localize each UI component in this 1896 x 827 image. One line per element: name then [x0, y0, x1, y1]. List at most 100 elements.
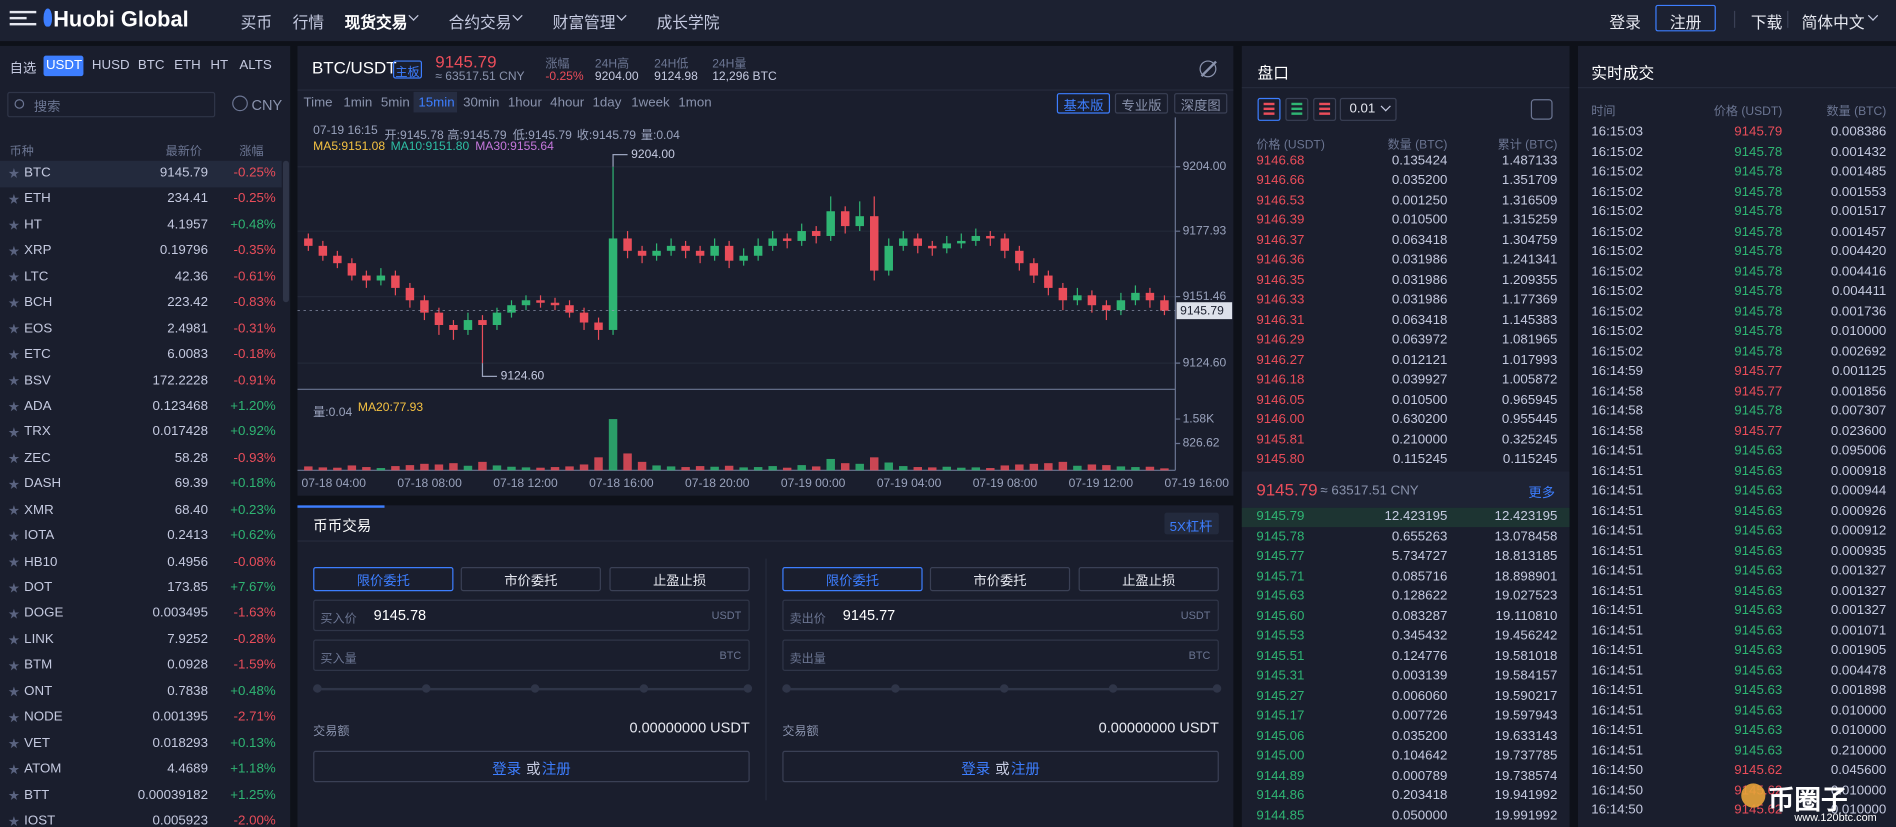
order-type-text[interactable]: 限价委托: [356, 574, 410, 589]
price-input[interactable]: [782, 599, 1219, 632]
book-price[interactable]: 9146.00: [1256, 412, 1305, 427]
interval-tab[interactable]: 1hour: [507, 95, 542, 111]
book-price[interactable]: 9145.71: [1256, 568, 1305, 584]
book-price[interactable]: 9146.33: [1256, 292, 1305, 308]
favorite-star[interactable]: [8, 479, 20, 489]
favorite-star[interactable]: [8, 297, 20, 308]
book-price[interactable]: 9144.89: [1256, 768, 1305, 784]
depth-mode-button[interactable]: [1257, 97, 1281, 121]
leverage-badge[interactable]: [1164, 512, 1219, 535]
coin-name[interactable]: BSV: [24, 372, 51, 388]
book-price[interactable]: 9145.31: [1256, 668, 1305, 684]
coin-name[interactable]: IOST: [24, 813, 56, 827]
market-tab[interactable]: ETH: [174, 58, 201, 73]
book-price[interactable]: 9146.36: [1256, 253, 1305, 268]
favorite-star[interactable]: [8, 816, 20, 826]
more-link[interactable]: 更多: [1528, 486, 1556, 501]
precision-select[interactable]: [1339, 97, 1397, 121]
favorite-star[interactable]: [8, 323, 20, 334]
favorite-star[interactable]: [8, 634, 20, 645]
coin-name[interactable]: BCH: [24, 295, 53, 310]
coin-name[interactable]: LTC: [24, 269, 49, 284]
coin-name[interactable]: DOGE: [24, 606, 64, 621]
coin-name[interactable]: ZEC: [24, 450, 51, 466]
market-tab[interactable]: BTC: [137, 58, 165, 73]
coin-name[interactable]: ATOM: [24, 761, 62, 777]
precision-value[interactable]: 0.01: [1349, 101, 1376, 117]
favorite-star[interactable]: [8, 219, 20, 230]
favorite-star[interactable]: [8, 582, 20, 593]
favorite-star[interactable]: [8, 530, 20, 541]
coin-name[interactable]: ETH: [24, 191, 51, 207]
favorite-star[interactable]: [8, 764, 20, 775]
book-price[interactable]: 9146.37: [1256, 233, 1305, 248]
order-type-text[interactable]: 限价委托: [825, 574, 880, 589]
order-type-text[interactable]: 市价委托: [973, 574, 1027, 589]
book-price[interactable]: 9145.63: [1256, 588, 1305, 604]
market-tab[interactable]: 自选: [9, 61, 37, 77]
favorite-star[interactable]: [8, 556, 20, 567]
coin-name[interactable]: BTC: [24, 165, 51, 181]
download-link[interactable]: 下载: [1750, 13, 1783, 32]
book-price[interactable]: 9145.27: [1256, 688, 1305, 704]
favorite-star[interactable]: [8, 168, 20, 178]
favorite-star[interactable]: [8, 738, 20, 749]
coin-name[interactable]: DOT: [24, 580, 53, 595]
book-price[interactable]: 9145.79: [1256, 508, 1305, 524]
book-price[interactable]: 9145.17: [1256, 708, 1305, 724]
coin-name[interactable]: NODE: [24, 709, 63, 725]
login-link[interactable]: 登录: [492, 760, 522, 778]
market-tab[interactable]: USDT: [45, 58, 83, 73]
book-price[interactable]: 9145.51: [1256, 648, 1305, 664]
interval-tab[interactable]: 5min: [380, 95, 410, 111]
language-select[interactable]: 简体中文: [1801, 13, 1865, 32]
nav-item[interactable]: 财富管理: [552, 13, 616, 32]
view-button[interactable]: [1056, 93, 1111, 114]
coin-name[interactable]: VET: [24, 735, 51, 751]
coin-name[interactable]: LINK: [24, 632, 54, 647]
book-price[interactable]: 9146.35: [1256, 273, 1305, 288]
order-type-tab[interactable]: [929, 567, 1071, 592]
login-link[interactable]: 登录: [961, 760, 991, 778]
interval-tab[interactable]: 15min: [418, 95, 455, 111]
coin-name[interactable]: HT: [24, 217, 42, 232]
order-type-tab[interactable]: [313, 567, 454, 592]
book-price[interactable]: 9146.31: [1256, 312, 1305, 328]
interval-tab[interactable]: 1mon: [678, 95, 712, 111]
amount-input[interactable]: [782, 639, 1219, 671]
favorite-star[interactable]: [8, 608, 20, 619]
favorite-star[interactable]: [8, 686, 20, 697]
interval-tab[interactable]: Time: [303, 95, 333, 111]
favorite-star[interactable]: [8, 712, 20, 723]
market-header[interactable]: 涨幅: [239, 145, 264, 159]
market-tab[interactable]: ALTS: [239, 58, 272, 73]
hide-icon[interactable]: [1199, 60, 1217, 78]
favorite-star[interactable]: [8, 271, 20, 282]
order-type-tab[interactable]: [609, 567, 750, 592]
coin-name[interactable]: ONT: [24, 684, 53, 699]
favorite-star[interactable]: [8, 349, 20, 360]
nav-item[interactable]: 买币: [240, 13, 273, 32]
order-type-tab[interactable]: [782, 567, 923, 592]
register-text[interactable]: 注册: [1669, 13, 1702, 32]
coin-name[interactable]: ADA: [24, 398, 52, 414]
favorite-star[interactable]: [8, 375, 20, 386]
book-price[interactable]: 9146.27: [1256, 352, 1305, 368]
register-link[interactable]: 注册: [541, 760, 571, 778]
coin-name[interactable]: DASH: [24, 476, 62, 492]
nav-item[interactable]: 现货交易: [344, 13, 408, 32]
depth-mode-button[interactable]: [1285, 97, 1309, 121]
favorite-star[interactable]: [8, 427, 20, 438]
currency-icon[interactable]: [232, 95, 248, 112]
favorite-star[interactable]: [8, 401, 20, 412]
order-type-text[interactable]: 止盈止损: [652, 574, 707, 589]
coin-name[interactable]: EOS: [24, 321, 53, 336]
book-price[interactable]: 9146.39: [1256, 213, 1305, 228]
amount-input[interactable]: [313, 639, 750, 671]
market-tab[interactable]: HT: [210, 58, 229, 73]
book-price[interactable]: 9145.81: [1256, 432, 1305, 447]
register-link[interactable]: 注册: [1010, 760, 1040, 778]
book-price[interactable]: 9145.78: [1256, 528, 1305, 544]
book-price[interactable]: 9146.29: [1256, 332, 1305, 348]
coin-name[interactable]: XRP: [24, 243, 52, 258]
